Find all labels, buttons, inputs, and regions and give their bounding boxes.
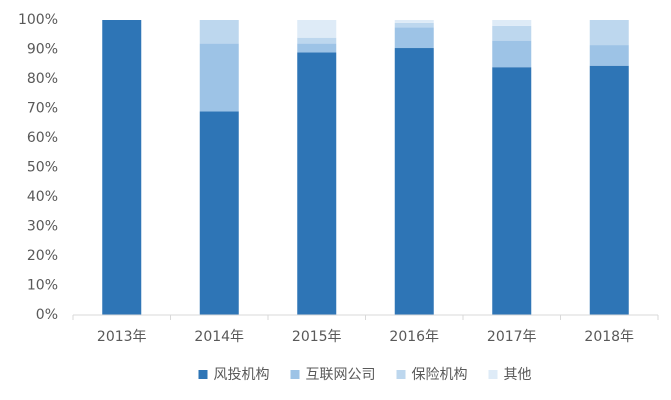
legend-label: 其他 [504, 367, 532, 383]
legend-label: 互联网公司 [306, 367, 376, 383]
y-tick-label: 40% [27, 189, 58, 205]
legend-label: 风投机构 [214, 367, 270, 383]
bar-segment [492, 40, 532, 68]
bar-segment [394, 20, 434, 23]
y-tick-label: 60% [27, 130, 58, 146]
bar-segment [297, 37, 337, 44]
bar-segment [199, 111, 239, 315]
x-tick-label: 2018年 [584, 329, 634, 345]
bar-segment [589, 45, 629, 66]
y-tick-label: 0% [36, 307, 58, 323]
y-tick-label: 70% [27, 101, 58, 117]
legend-swatch [290, 370, 300, 379]
y-tick-label: 20% [27, 248, 58, 264]
x-tick-label: 2013年 [97, 329, 147, 345]
x-tick-label: 2016年 [389, 329, 439, 345]
bar-segment [102, 20, 142, 315]
bar-segment [394, 27, 434, 49]
legend-swatch [198, 370, 208, 379]
legend-swatch [488, 370, 498, 379]
y-tick-label: 30% [27, 219, 58, 235]
y-tick-label: 80% [27, 71, 58, 87]
x-tick-label: 2017年 [487, 329, 537, 345]
legend-label: 保险机构 [412, 367, 468, 383]
bar-segment [394, 48, 434, 316]
bar-segment [394, 22, 434, 28]
bar-segment [297, 52, 337, 315]
bar-segment [492, 67, 532, 315]
y-tick-label: 50% [27, 160, 58, 176]
bar-segment [199, 43, 239, 112]
bar-segment [297, 20, 337, 38]
bar-segment [589, 65, 629, 315]
y-tick-label: 10% [27, 278, 58, 294]
x-tick-label: 2014年 [194, 329, 244, 345]
bar-segment [297, 43, 337, 53]
y-tick-label: 90% [27, 42, 58, 58]
x-tick-label: 2015年 [292, 329, 342, 345]
y-tick-label: 100% [18, 12, 58, 28]
bar-segment [199, 20, 239, 44]
bar-segment [589, 20, 629, 46]
bar-segment [492, 20, 532, 26]
legend-swatch [396, 370, 406, 379]
bar-segment [492, 25, 532, 41]
